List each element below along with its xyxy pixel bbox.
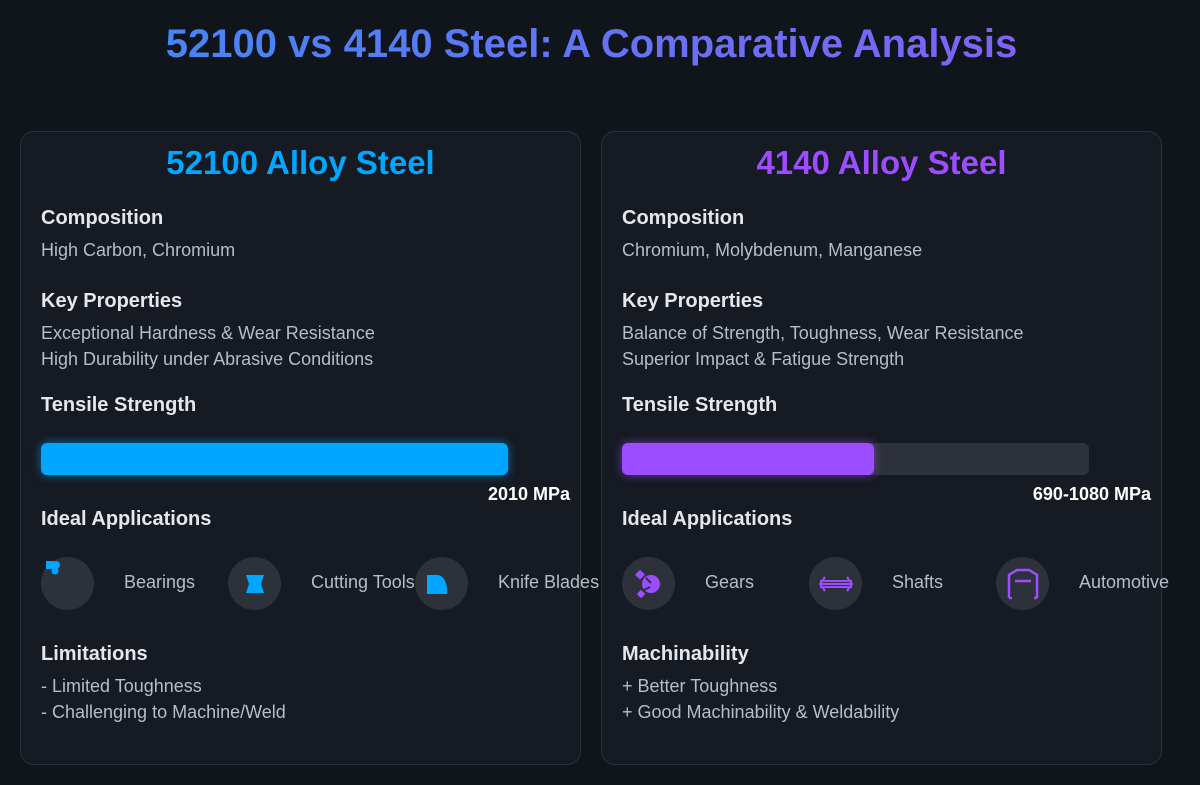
application-label: Gears [705,572,755,592]
application-label: Automotive [1079,572,1170,592]
card-52100: 52100 Alloy Steel Composition High Carbo… [20,131,599,765]
note-item: - Challenging to Machine/Weld [41,702,286,722]
composition-text: Chromium, Molybdenum, Manganese [622,240,923,260]
automotive-icon [996,557,1049,610]
card-title: 4140 Alloy Steel [756,144,1007,181]
tensile-heading: Tensile Strength [41,394,197,416]
application-label: Bearings [124,572,196,592]
gear-icon [622,557,675,610]
cutting-tool-icon [228,557,281,610]
application-label: Cutting Tools [311,572,415,592]
tensile-heading: Tensile Strength [622,394,778,416]
card-4140: 4140 Alloy Steel Composition Chromium, M… [601,131,1169,765]
applications-heading: Ideal Applications [41,508,212,530]
properties-heading: Key Properties [622,290,764,312]
tensile-bar-fill [41,443,508,475]
notes-heading: Limitations [41,643,148,665]
note-item: + Good Machinability & Weldability [622,702,900,722]
composition-text: High Carbon, Chromium [41,240,236,260]
property-item: Superior Impact & Fatigue Strength [622,349,905,369]
note-item: + Better Toughness [622,676,778,696]
notes-heading: Machinability [622,643,749,665]
bearing-icon [41,557,94,610]
shaft-icon [809,557,862,610]
application-label: Knife Blades [498,572,600,592]
property-item: Exceptional Hardness & Wear Resistance [41,323,375,343]
tensile-value: 2010 MPa [487,484,570,504]
card-title: 52100 Alloy Steel [166,144,435,181]
tensile-bar [41,443,508,475]
property-item: High Durability under Abrasive Condition… [41,349,374,369]
tensile-bar-fill [622,443,875,475]
property-item: Balance of Strength, Toughness, Wear Res… [622,323,1024,343]
properties-heading: Key Properties [41,290,183,312]
applications-list: Gears Shafts Automotive [622,557,1200,611]
composition-heading: Composition [41,207,164,229]
applications-list: Bearings Cutting Tools Knife Blades [41,557,741,611]
tensile-bar [622,443,1089,475]
application-label: Shafts [892,572,944,592]
knife-blade-icon [415,557,468,610]
applications-heading: Ideal Applications [622,508,793,530]
note-item: - Limited Toughness [41,676,202,696]
tensile-value: 690-1080 MPa [1032,484,1151,504]
composition-heading: Composition [622,207,745,229]
page-title: 52100 vs 4140 Steel: A Comparative Analy… [0,22,1183,67]
